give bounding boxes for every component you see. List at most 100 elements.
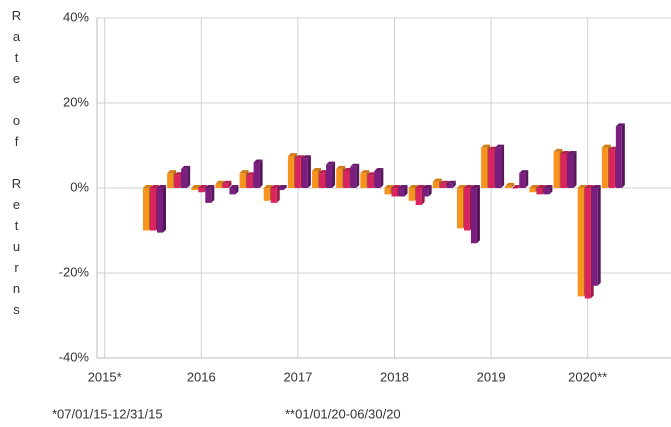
bar-top xyxy=(408,185,418,188)
bar-front xyxy=(560,154,567,188)
bar-top xyxy=(215,180,225,184)
bar-front xyxy=(536,188,543,195)
bar-top xyxy=(519,170,529,174)
bar-front xyxy=(343,171,350,188)
bar-side xyxy=(511,182,515,188)
bar xyxy=(181,165,191,188)
bar-front xyxy=(446,183,453,188)
bar-front xyxy=(553,151,560,188)
bar xyxy=(446,180,456,188)
bar-top xyxy=(312,168,322,171)
bar-side xyxy=(211,185,215,203)
bar-top xyxy=(350,163,360,167)
bar-top xyxy=(446,180,456,184)
bar-front xyxy=(191,188,198,191)
bar-top xyxy=(191,185,201,188)
bar-front xyxy=(529,188,536,193)
x-tick-label: 2018 xyxy=(380,369,409,384)
x-tick-label: 2019 xyxy=(477,369,506,384)
x-tick-label: 2015* xyxy=(88,369,122,384)
bar-front xyxy=(481,147,488,188)
bar-front xyxy=(167,173,174,188)
bar-front xyxy=(239,173,246,188)
bar-front xyxy=(174,175,181,188)
bar-front xyxy=(150,188,156,231)
bar xyxy=(519,170,529,188)
bar xyxy=(591,185,601,286)
bar-top xyxy=(246,172,256,176)
y-tick-label: -20% xyxy=(59,264,90,279)
bar-front xyxy=(360,173,367,188)
bar-top xyxy=(277,185,287,188)
bar-front xyxy=(505,185,512,188)
bar-front xyxy=(198,188,205,193)
bar-front xyxy=(601,147,608,188)
bar-front xyxy=(391,188,398,197)
bar-front xyxy=(319,173,326,188)
bar xyxy=(229,185,239,195)
bar-front xyxy=(432,181,439,188)
bar-front xyxy=(263,188,270,201)
y-tick-label: -40% xyxy=(59,349,90,364)
bar-side xyxy=(228,180,232,188)
bar-top xyxy=(543,185,553,188)
bar-front xyxy=(615,126,622,188)
bar-side xyxy=(187,165,191,188)
bar-top xyxy=(463,185,473,188)
bar-side xyxy=(356,163,360,188)
bar-top xyxy=(287,153,297,157)
bar-front xyxy=(398,188,405,197)
bar-top xyxy=(415,185,425,188)
bar-front xyxy=(215,183,222,188)
bar-top xyxy=(263,185,273,188)
bar-top xyxy=(577,185,587,188)
bar-top xyxy=(512,185,522,188)
bar-top xyxy=(439,180,449,184)
bar-front xyxy=(246,175,253,188)
bar-top xyxy=(301,155,311,159)
bar-top xyxy=(567,151,577,154)
bar-top xyxy=(529,185,539,188)
bar-front xyxy=(294,158,301,188)
bar-top xyxy=(488,146,498,150)
bar-side xyxy=(621,123,625,188)
bar-top xyxy=(294,155,304,159)
bar-front xyxy=(439,183,446,188)
bar-front xyxy=(350,166,357,188)
bar-front xyxy=(312,171,319,188)
bar-side xyxy=(501,144,505,188)
bar-top xyxy=(336,165,346,169)
bar xyxy=(615,123,625,188)
bar-front xyxy=(463,188,470,231)
bar-top xyxy=(143,185,152,188)
bar-top xyxy=(157,185,166,188)
bar xyxy=(543,185,553,195)
bar xyxy=(422,185,432,197)
bar-front xyxy=(608,149,615,188)
y-tick-label: 0% xyxy=(70,179,89,194)
bar-front xyxy=(229,188,236,195)
bar-front xyxy=(456,188,463,229)
bar-top xyxy=(384,185,394,188)
x-tick-label: 2016 xyxy=(187,369,216,384)
bar xyxy=(205,185,215,203)
bar-front xyxy=(470,188,477,244)
bar xyxy=(253,159,263,188)
y-axis-label: Rate of Returns xyxy=(9,8,24,323)
bar-side xyxy=(259,159,263,188)
bar xyxy=(505,182,515,188)
bar-front xyxy=(253,162,260,188)
bar-side xyxy=(573,151,577,188)
bar-top xyxy=(615,123,625,127)
bar-side xyxy=(476,185,480,244)
bar-top xyxy=(205,185,215,188)
bar xyxy=(567,151,577,188)
bar-top xyxy=(398,185,408,188)
bar xyxy=(470,185,480,244)
bar-top xyxy=(360,170,370,174)
bar-front xyxy=(495,147,502,188)
bar-top xyxy=(343,168,353,171)
bar-top xyxy=(505,182,515,186)
bar xyxy=(374,168,384,188)
bar-front xyxy=(326,164,333,188)
